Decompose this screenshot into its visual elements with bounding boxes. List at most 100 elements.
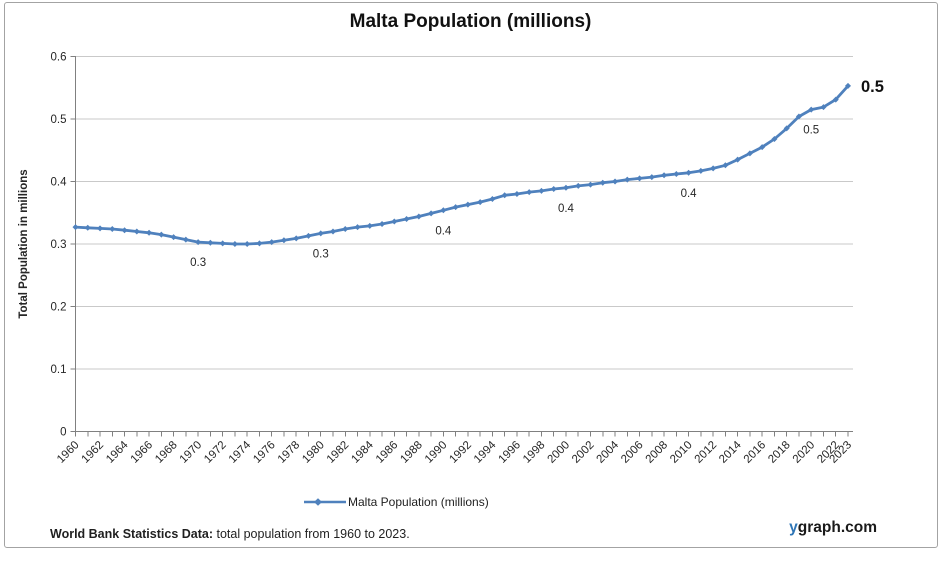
data-point-marker bbox=[612, 178, 619, 185]
source-note: World Bank Statistics Data: total popula… bbox=[50, 527, 410, 541]
y-axis-tick-label: 0.5 bbox=[51, 114, 67, 126]
data-point-marker bbox=[624, 176, 631, 183]
series-line bbox=[75, 84, 850, 246]
x-axis-tick-label: 1970 bbox=[178, 439, 205, 466]
data-point-marker bbox=[293, 235, 300, 242]
data-point-marker bbox=[783, 125, 790, 132]
x-axis-tick-label: 2010 bbox=[668, 439, 695, 466]
data-point-marker bbox=[562, 184, 569, 191]
legend: Malta Population (millions) bbox=[303, 495, 489, 509]
data-point-marker bbox=[170, 234, 177, 241]
data-point-marker bbox=[219, 240, 226, 247]
x-axis-tick-label: 1998 bbox=[521, 439, 548, 466]
data-point-marker bbox=[182, 236, 189, 243]
x-axis-tick-label: 1976 bbox=[251, 439, 278, 466]
data-point-marker bbox=[526, 189, 533, 196]
x-axis-tick-label: 1990 bbox=[423, 439, 450, 466]
data-point-marker bbox=[440, 207, 447, 214]
data-point-marker bbox=[722, 162, 729, 169]
x-axis-tick-label: 1992 bbox=[447, 439, 474, 466]
data-point-marker bbox=[575, 182, 582, 189]
x-axis-tick-label: 1986 bbox=[374, 439, 401, 466]
x-axis-tick-label: 2014 bbox=[717, 439, 744, 466]
x-axis-tick-label: 2000 bbox=[546, 439, 573, 466]
data-point-marker bbox=[636, 175, 643, 182]
source-note-bold: World Bank Statistics Data: bbox=[50, 527, 214, 541]
y-axis-tick-label: 0 bbox=[60, 427, 66, 439]
data-point-marker bbox=[244, 241, 251, 247]
data-point-marker bbox=[268, 239, 275, 246]
data-point-marker bbox=[685, 169, 692, 176]
data-point-marker bbox=[317, 230, 324, 237]
data-point-marker bbox=[97, 225, 104, 232]
x-axis-tick-label: 2002 bbox=[570, 439, 597, 466]
x-axis-tick-label: 1982 bbox=[325, 439, 352, 466]
data-point-marker bbox=[795, 113, 802, 120]
data-point-marker bbox=[84, 224, 91, 231]
data-point-marker bbox=[501, 192, 508, 199]
data-point-marker bbox=[734, 156, 741, 163]
data-point-marker bbox=[379, 221, 386, 227]
data-point-marker bbox=[158, 231, 165, 238]
data-point-marker bbox=[697, 167, 704, 174]
y-axis-tick-label: 0.6 bbox=[51, 52, 67, 64]
point-value-label: 0.3 bbox=[313, 248, 329, 260]
data-point-marker bbox=[452, 204, 459, 211]
data-point-marker bbox=[759, 144, 766, 151]
data-point-marker bbox=[354, 224, 361, 231]
data-point-marker bbox=[489, 196, 496, 202]
x-axis-tick-label: 2008 bbox=[644, 439, 671, 466]
data-point-marker bbox=[195, 239, 202, 246]
x-axis-tick-label: 2020 bbox=[791, 439, 818, 466]
data-point-marker bbox=[391, 218, 398, 225]
point-value-label: 0.5 bbox=[803, 125, 819, 137]
x-axis-tick-label: 1994 bbox=[472, 439, 499, 466]
y-axis-tick-label: 0.1 bbox=[51, 364, 67, 376]
data-point-marker bbox=[121, 227, 128, 234]
data-point-marker bbox=[280, 237, 287, 244]
data-point-marker bbox=[673, 171, 680, 177]
data-point-marker bbox=[428, 210, 435, 217]
x-axis-tick-label: 1968 bbox=[153, 439, 180, 466]
data-point-marker bbox=[599, 179, 606, 186]
data-point-marker bbox=[808, 106, 815, 113]
y-axis-tick-label: 0.4 bbox=[51, 177, 68, 189]
x-axis-tick-label: 1978 bbox=[276, 439, 303, 466]
data-point-marker bbox=[832, 96, 839, 103]
x-axis-tick-label: 2004 bbox=[595, 439, 622, 466]
data-point-marker bbox=[845, 82, 851, 89]
data-point-marker bbox=[305, 232, 312, 239]
x-axis-tick-label: 2018 bbox=[766, 439, 793, 466]
data-point-marker bbox=[133, 228, 140, 235]
data-point-marker bbox=[72, 224, 79, 231]
branding-prefix: y bbox=[789, 519, 798, 536]
data-point-marker bbox=[587, 181, 594, 188]
source-note-rest: total population from 1960 to 2023. bbox=[213, 527, 410, 541]
legend-line-marker-icon bbox=[304, 498, 346, 506]
point-value-label: 0.4 bbox=[681, 188, 698, 200]
data-point-marker bbox=[366, 222, 373, 229]
data-point-marker bbox=[109, 226, 116, 232]
data-point-marker bbox=[330, 228, 336, 235]
data-point-marker bbox=[415, 213, 422, 220]
x-axis-tick-label: 2006 bbox=[619, 439, 646, 466]
data-point-marker bbox=[146, 229, 153, 236]
point-value-label: 0.4 bbox=[435, 225, 452, 237]
data-point-marker bbox=[746, 150, 753, 157]
x-axis-tick-label: 1972 bbox=[202, 439, 229, 466]
x-axis-tick-label: 1984 bbox=[349, 439, 376, 466]
x-axis-tick-label: 1988 bbox=[398, 439, 425, 466]
data-point-marker bbox=[403, 216, 410, 222]
y-axis-tick-label: 0.2 bbox=[51, 302, 67, 314]
y-axis-title: Total Population in millions bbox=[18, 169, 30, 318]
chart-title: Malta Population (millions) bbox=[349, 11, 592, 32]
x-axis-tick-label: 2016 bbox=[742, 439, 769, 466]
data-point-marker bbox=[550, 186, 557, 192]
data-point-marker bbox=[207, 239, 214, 246]
point-value-label: 0.3 bbox=[190, 257, 206, 269]
branding-ygraph: ygraph.com bbox=[789, 519, 877, 537]
data-point-marker bbox=[820, 104, 827, 111]
end-value-label: 0.5 bbox=[861, 78, 884, 96]
x-axis-tick-label: 2012 bbox=[693, 439, 720, 466]
